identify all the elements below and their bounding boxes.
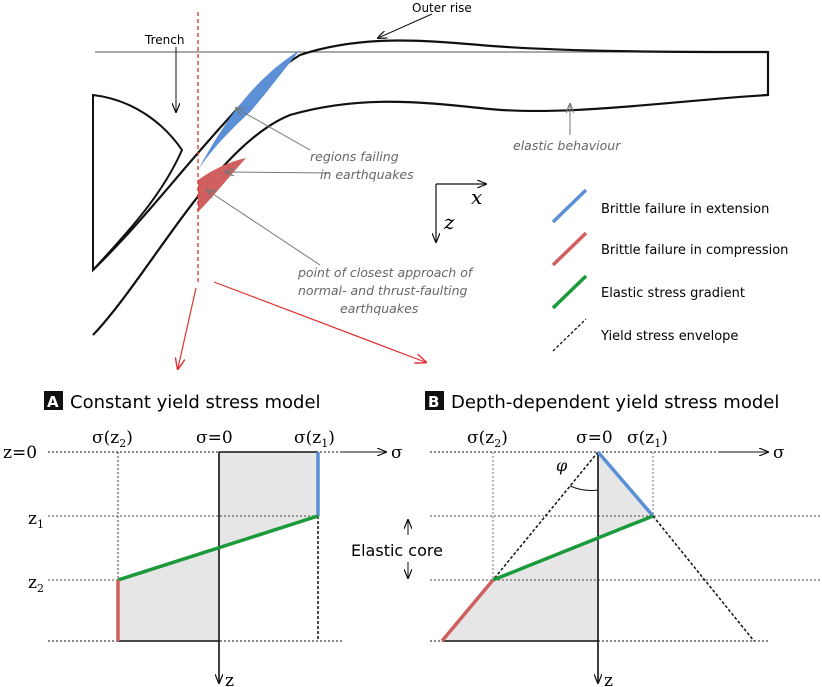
panel-a-z-axis-label: z: [225, 671, 234, 687]
panel-b-z-axis-label: z: [604, 671, 613, 687]
trench-label: Trench: [144, 33, 184, 47]
panel-b-badge-letter: B: [428, 393, 439, 411]
legend-label-elastic: Elastic stress gradient: [601, 286, 745, 301]
panel-b-elastic-gradient: [492, 514, 654, 582]
legend-label-yield: Yield stress envelope: [600, 329, 738, 344]
slab-top-surface: [92, 39, 769, 271]
closest-approach-line-2: normal- and thrust-faulting: [298, 283, 468, 298]
arrow-to-panel-b: [213, 281, 425, 362]
outer-rise-label: Outer rise: [412, 1, 472, 15]
panel-a-stress-area: [118, 452, 318, 641]
closest-approach-pointer: [207, 190, 321, 266]
slab-bottom-surface: [92, 93, 769, 336]
panel-a-badge: [44, 391, 63, 410]
panel-b-sigma-z1-label: σ(z1): [627, 428, 668, 450]
compression-failure-region: [198, 158, 246, 212]
legend-swatch-yield: [552, 318, 587, 352]
legend-swatch-compression: [551, 231, 588, 267]
legend-swatch-extension: [551, 188, 588, 224]
panel-a-sigma-z1-label: σ(z1): [294, 428, 335, 450]
panel-a-sigma-z2-label: σ(z2): [92, 428, 133, 450]
closest-approach-line-1: point of closest approach of: [297, 265, 474, 280]
panel-b-title: Depth-dependent yield stress model: [451, 392, 779, 413]
elastic-core-label: Elastic core: [351, 541, 443, 560]
panel-b-sigma-axis-label: σ: [773, 443, 785, 463]
panel-a-z0-label: z=0: [3, 443, 37, 463]
panel-a-badge-letter: A: [47, 393, 59, 411]
z-axis-label: z: [443, 210, 455, 234]
legend: Brittle failure in extension Brittle fai…: [551, 188, 788, 352]
regions-failing-pointer: [236, 108, 311, 151]
panel-a-elastic-gradient: [117, 514, 319, 582]
legend-label-compression: Brittle failure in compression: [601, 243, 788, 258]
legend-swatch-elastic: [551, 274, 588, 310]
panel-a-z2-label: z2: [28, 573, 44, 595]
panel-b-sigma-zero-label: σ=0: [576, 428, 613, 448]
panel-b: B Depth-dependent yield stress model: [425, 391, 822, 683]
panel-b-yield-left: [492, 451, 599, 581]
panel-b-badge: [425, 391, 444, 410]
panel-a-z1-label: z1: [28, 509, 44, 531]
panel-b-compression-segment: [440, 578, 495, 643]
outer-rise-pointer: [378, 13, 433, 38]
x-axis-label: x: [471, 185, 482, 209]
elastic-behaviour-label: elastic behaviour: [513, 138, 621, 153]
regions-failing-line-2: in earthquakes: [320, 167, 414, 182]
arrow-to-panel-a: [178, 287, 197, 368]
regions-failing-line-1: regions failing: [310, 149, 399, 164]
legend-label-extension: Brittle failure in extension: [601, 202, 769, 217]
panel-b-stress-area: [442, 452, 653, 641]
overriding-plate: [92, 93, 184, 273]
panel-b-extension-segment: [596, 450, 655, 518]
panel-b-yield-right: [652, 515, 755, 642]
closest-approach-line-3: earthquakes: [340, 301, 419, 316]
extension-failure-region: [198, 50, 300, 170]
panel-a: A Constant yield stress model: [44, 391, 386, 683]
panel-a-sigma-zero-label: σ=0: [196, 428, 233, 448]
panel-a-title: Constant yield stress model: [70, 392, 321, 413]
slab-cross-section: [92, 12, 770, 368]
panel-b-sigma-z2-label: σ(z2): [467, 428, 508, 450]
regions-failing-pointer-2: [225, 172, 331, 173]
panel-b-phi-label: φ: [556, 456, 568, 475]
panel-b-phi-arc: [569, 485, 599, 491]
panel-a-sigma-axis-label: σ: [391, 443, 403, 463]
